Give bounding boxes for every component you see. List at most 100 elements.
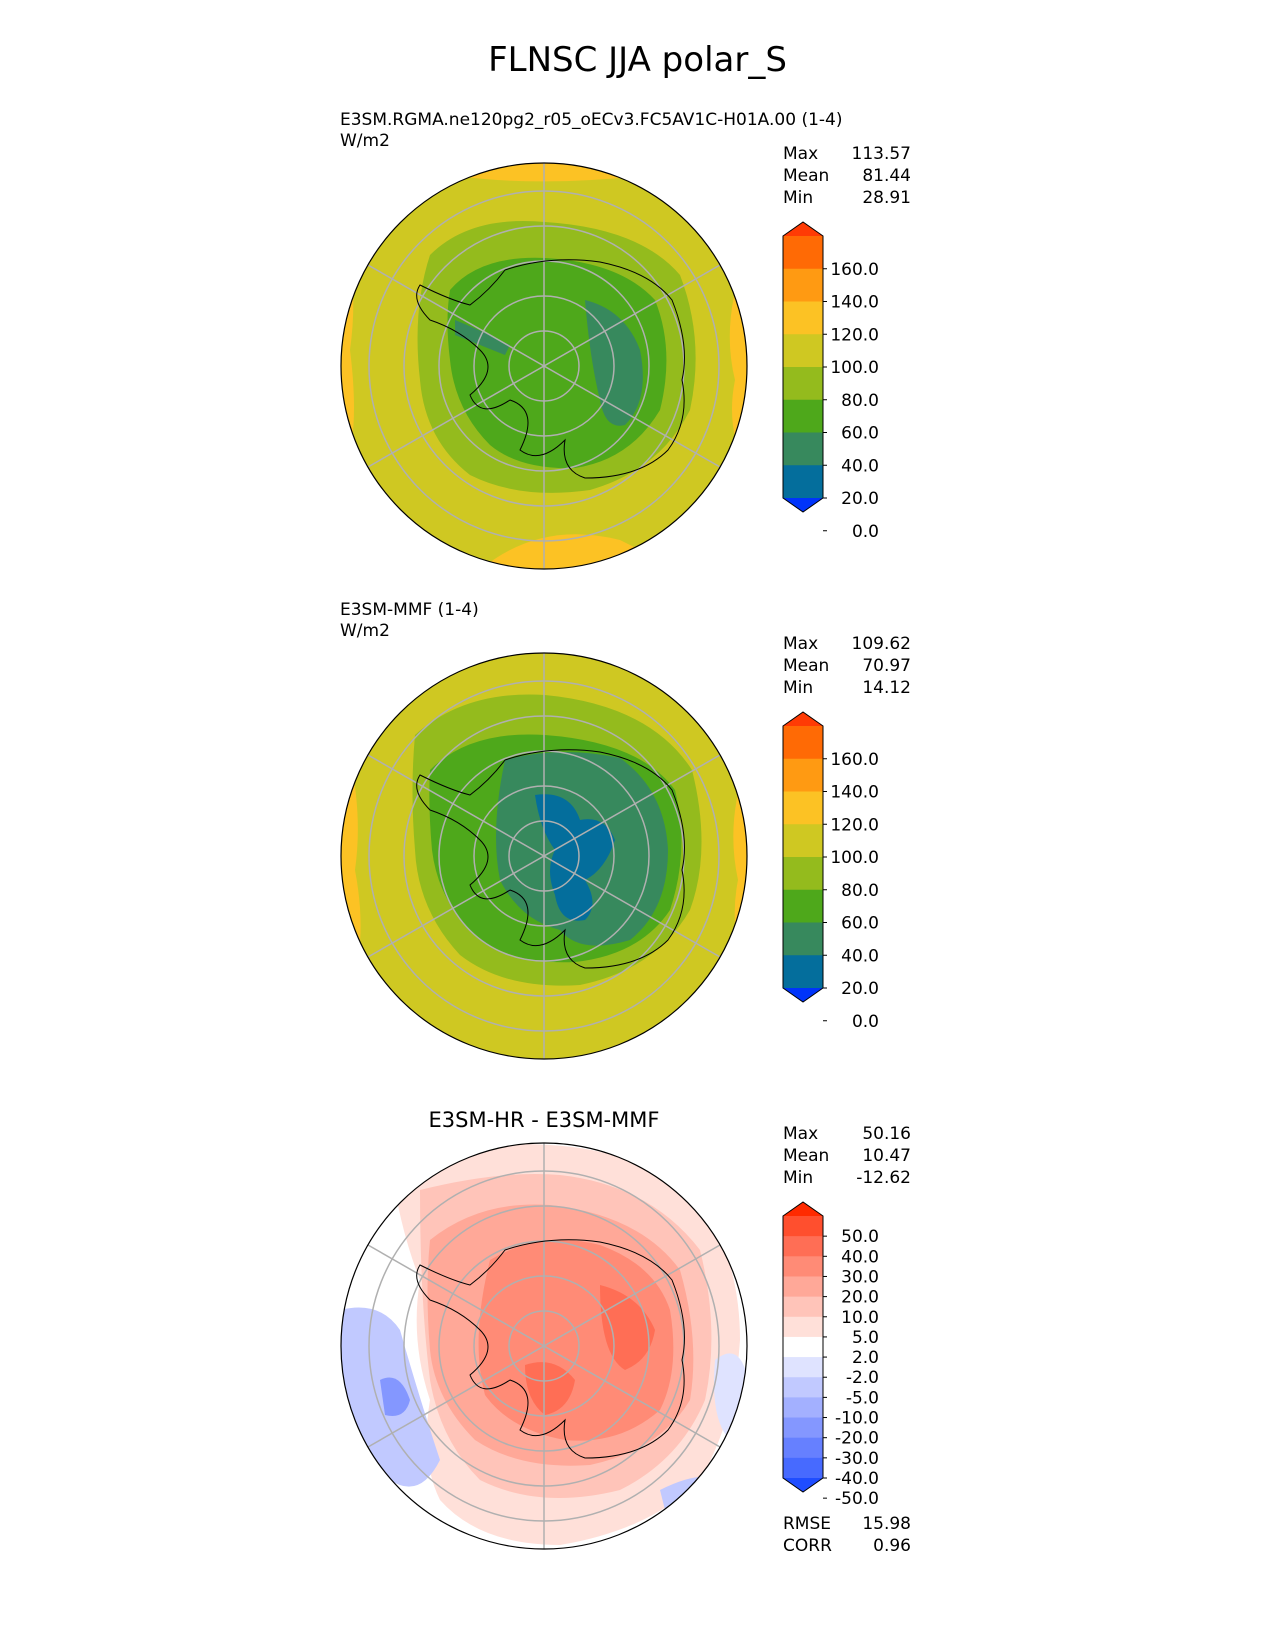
colorbar-bin <box>783 1357 823 1378</box>
colorbar-bin <box>783 1377 823 1398</box>
antarctica-coastline <box>416 1239 685 1459</box>
colorbar-bin <box>783 726 823 760</box>
stat-value: 14.12 <box>862 678 911 698</box>
stat-value: 28.91 <box>862 188 911 208</box>
colorbar-tick-label: 60.0 <box>841 424 879 444</box>
colorbar-tick-label: 40.0 <box>841 1247 879 1267</box>
panel1-units: W/m2 <box>340 131 390 151</box>
colorbar-tick-label: 160.0 <box>830 260 879 280</box>
panel3-title: E3SM-HR - E3SM-MMF <box>428 1108 660 1132</box>
map-fill-20-30 <box>478 1240 674 1441</box>
stat-label: Max <box>783 634 819 654</box>
colorbar-bin <box>783 432 823 466</box>
colorbar-tick-label: -50.0 <box>835 1489 879 1509</box>
colorbar-bin <box>783 1316 823 1338</box>
stat-value: 50.16 <box>862 1124 911 1144</box>
colorbar-tick-label: 80.0 <box>841 391 879 411</box>
colorbar-tick-label: 120.0 <box>830 325 879 345</box>
colorbar-tick-label: 140.0 <box>830 783 879 803</box>
colorbar-tick-label: -2.0 <box>846 1368 879 1388</box>
panel2-title-line1: E3SM-MMF (1-4) <box>340 600 479 620</box>
stat-value: -12.62 <box>856 1168 911 1188</box>
colorbar-tick-label: 20.0 <box>841 1288 879 1308</box>
colorbar-bin <box>783 1276 823 1298</box>
colorbar-bin <box>783 465 823 499</box>
colorbar-bin <box>783 1216 823 1237</box>
colorbar-tick-label: 10.0 <box>841 1308 879 1328</box>
colorbar-bin <box>783 922 823 956</box>
colorbar-bin <box>783 1296 823 1318</box>
colorbar-bin <box>783 1256 823 1277</box>
colorbar-bin <box>783 301 823 335</box>
panel1-gridlines <box>367 163 721 569</box>
colorbar-bin <box>783 955 823 989</box>
colorbar-bin <box>783 758 823 792</box>
colorbar-bin <box>783 1336 823 1358</box>
colorbar-tick-label: 2.0 <box>852 1348 879 1368</box>
stat-label: CORR <box>783 1536 832 1556</box>
stat-label: Mean <box>783 656 830 676</box>
panel2-map <box>340 652 748 1060</box>
panel3-map <box>340 1142 748 1550</box>
antarctica-coastline <box>416 259 685 479</box>
stat-value: 81.44 <box>862 166 911 186</box>
colorbar-tick-label: 0.0 <box>852 1012 879 1032</box>
panel2-units: W/m2 <box>340 621 390 641</box>
panel3-map-boundary <box>340 1142 748 1550</box>
colorbar-bin <box>783 1417 823 1439</box>
colorbar-bin <box>783 1437 823 1459</box>
stat-value: 70.97 <box>862 656 911 676</box>
stat-label: Max <box>783 144 819 164</box>
colorbar-bin <box>783 399 823 433</box>
colorbar-tick-label: 0.0 <box>852 522 879 542</box>
figure-title: FLNSC JJA polar_S <box>488 40 787 80</box>
colorbar-extend-min <box>783 988 823 1002</box>
stat-value: 15.98 <box>862 1514 911 1534</box>
stat-value: 113.57 <box>851 144 911 164</box>
colorbar-tick-label: -40.0 <box>835 1469 879 1489</box>
stat-label: Mean <box>783 166 830 186</box>
colorbar-tick-label: 80.0 <box>841 881 879 901</box>
colorbar-extend-max <box>783 1202 823 1216</box>
colorbar-bin <box>783 1457 823 1479</box>
stat-label: Min <box>783 1168 814 1188</box>
antarctica-coastline <box>416 749 685 969</box>
colorbar-tick-label: -20.0 <box>835 1429 879 1449</box>
colorbar-bin <box>783 268 823 302</box>
colorbar-tick-label: 50.0 <box>841 1227 879 1247</box>
panel2-stats: Max 109.62 Mean 70.97 Min 14.12 <box>783 633 911 699</box>
stat-label: Mean <box>783 1146 830 1166</box>
panel2-title: E3SM-MMF (1-4) W/m2 <box>340 600 479 642</box>
colorbar-tick-label: -5.0 <box>846 1388 879 1408</box>
panel1-stats: Max 113.57 Mean 81.44 Min 28.91 <box>783 143 911 209</box>
colorbar-tick-label: 140.0 <box>830 293 879 313</box>
colorbar-tick-label: 30.0 <box>841 1267 879 1287</box>
panel1-map <box>340 162 748 570</box>
colorbar-tick-label: 20.0 <box>841 489 879 509</box>
colorbar-extend-min <box>783 1478 823 1492</box>
colorbar-bin <box>783 334 823 368</box>
colorbar-bin <box>783 1236 823 1257</box>
colorbar-tick-label: 120.0 <box>830 815 879 835</box>
panel1-title: E3SM.RGMA.ne120pg2_r05_oECv3.FC5AV1C-H01… <box>340 110 842 152</box>
stat-label: RMSE <box>783 1514 832 1534</box>
stat-value: 0.96 <box>873 1536 911 1556</box>
colorbar-bin <box>783 791 823 825</box>
colorbar-bin <box>783 236 823 270</box>
colorbar-tick-label: -30.0 <box>835 1449 879 1469</box>
panel1-map-boundary <box>340 162 748 570</box>
colorbar-tick-label: 20.0 <box>841 979 879 999</box>
colorbar-bin <box>783 1397 823 1419</box>
stat-value: 109.62 <box>851 634 911 654</box>
colorbar-extend-min <box>783 498 823 512</box>
colorbar-tick-label: -10.0 <box>835 1409 879 1429</box>
stat-label: Max <box>783 1124 819 1144</box>
colorbar-tick-label: 160.0 <box>830 750 879 770</box>
panel3-error-stats: RMSE 15.98 CORR 0.96 <box>783 1513 911 1557</box>
map-fill-20-40 <box>455 320 510 355</box>
panel2-map-boundary <box>340 652 748 1060</box>
panel3-stats: Max 50.16 Mean 10.47 Min -12.62 <box>783 1123 911 1189</box>
stat-value: 10.47 <box>862 1146 911 1166</box>
colorbar-bin <box>783 889 823 923</box>
